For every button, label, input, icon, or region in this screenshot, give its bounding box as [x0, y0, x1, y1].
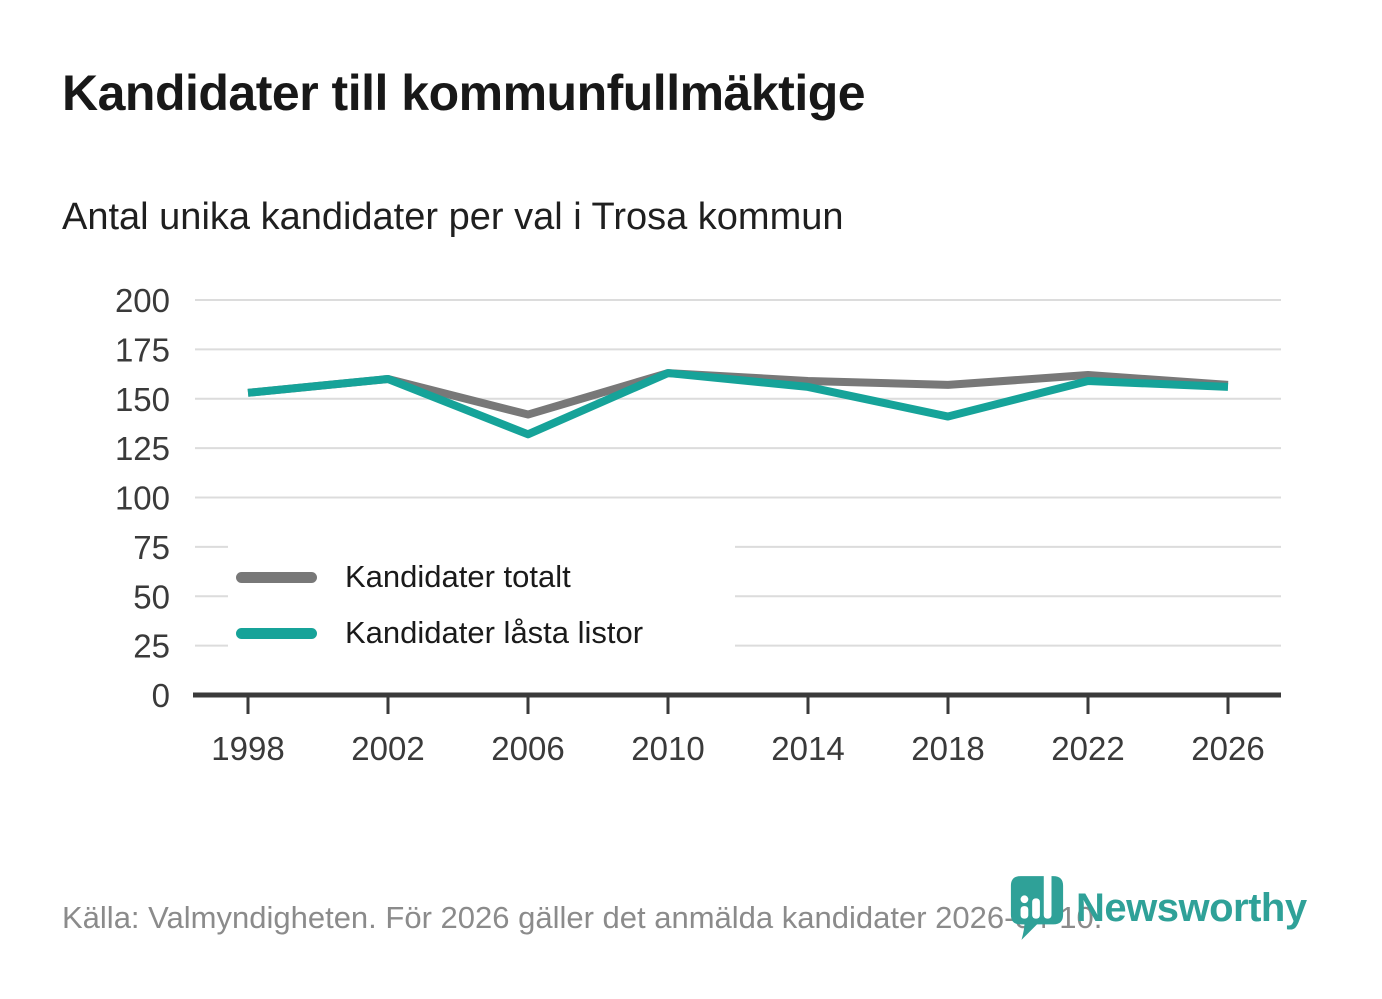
- chart-subtitle: Antal unika kandidater per val i Trosa k…: [62, 196, 844, 238]
- x-axis-tick-label: 2018: [911, 730, 984, 767]
- y-axis-tick-label: 175: [115, 331, 170, 368]
- x-axis-tick-label: 2002: [351, 730, 424, 767]
- y-axis-tick-label: 125: [115, 430, 170, 467]
- newsworthy-wordmark: Newsworthy: [1076, 885, 1307, 930]
- line-series-lasta-listor: [247, 369, 1229, 439]
- y-axis-tick-label: 50: [133, 578, 170, 615]
- legend-label-lasta-listor: Kandidater låsta listor: [345, 615, 644, 650]
- chart-title: Kandidater till kommunfullmäktige: [62, 65, 866, 121]
- newsworthy-logo: Newsworthy: [1008, 872, 1307, 944]
- y-axis-tick-label: 0: [152, 677, 170, 714]
- x-axis-tick-label: 2014: [771, 730, 844, 767]
- x-axis-tick-label: 1998: [211, 730, 284, 767]
- legend-item-totalt: Kandidater totalt: [236, 549, 735, 605]
- x-axis-tick-label: 2010: [631, 730, 704, 767]
- x-axis-tick-label: 2006: [491, 730, 564, 767]
- line-chart: 0 25 50 75 100 125 150 175 200 1998 2002 2006 2010 20…: [115, 282, 1281, 767]
- x-axis-tick-label: 2026: [1191, 730, 1264, 767]
- chart-legend: Kandidater totalt Kandidater låsta listo…: [228, 545, 735, 667]
- legend-swatch-totalt: [236, 571, 317, 583]
- x-axis-tick-label: 2022: [1051, 730, 1124, 767]
- y-axis-tick-label: 200: [115, 282, 170, 319]
- legend-swatch-lasta-listor: [236, 627, 317, 639]
- y-axis-tick-label: 150: [115, 381, 170, 418]
- newsworthy-bubble-chart-icon: [1010, 872, 1064, 940]
- legend-item-lasta-listor: Kandidater låsta listor: [236, 605, 735, 661]
- y-axis-tick-label: 25: [133, 628, 170, 665]
- y-axis-tick-label: 75: [133, 529, 170, 566]
- legend-label-totalt: Kandidater totalt: [345, 559, 571, 594]
- source-note: Källa: Valmyndigheten. För 2026 gäller d…: [62, 900, 1103, 935]
- y-axis-tick-label: 100: [115, 480, 170, 517]
